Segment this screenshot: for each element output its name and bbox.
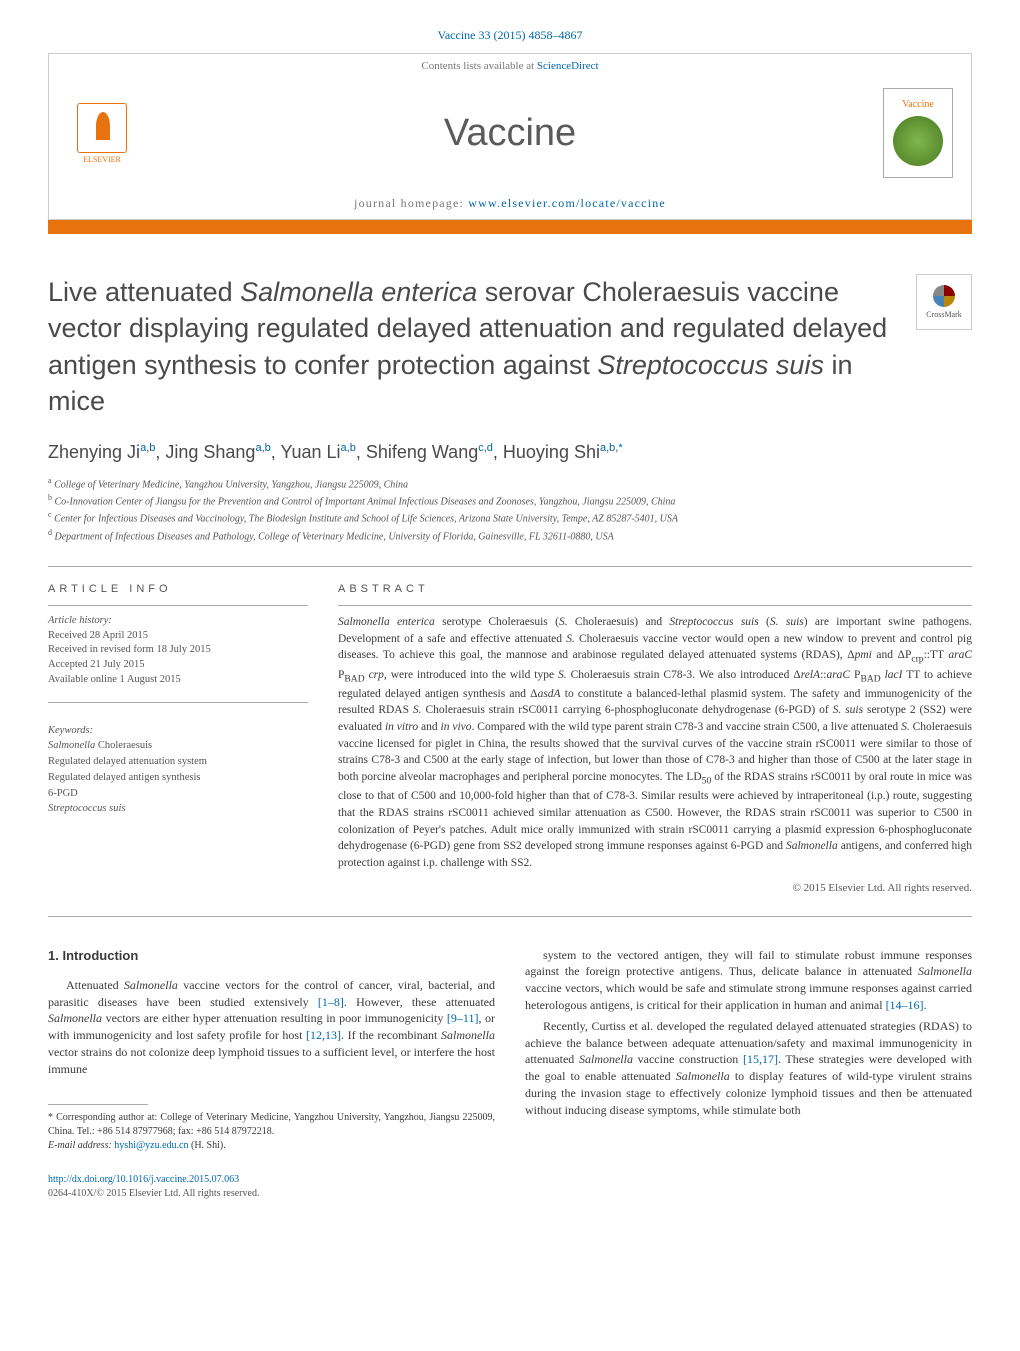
abstract-text: Salmonella enterica serotype Choleraesui… [338,614,972,872]
orange-divider [48,220,972,234]
keywords-divider [48,702,308,703]
body-right-col: system to the vectored antigen, they wil… [525,947,972,1153]
homepage-line: journal homepage: www.elsevier.com/locat… [49,188,971,219]
crossmark-badge[interactable]: CrossMark [916,274,972,330]
article-info-label: ARTICLE INFO [48,583,308,595]
affiliation-line: a College of Veterinary Medicine, Yangzh… [48,475,972,492]
keyword-line: 6-PGD [48,786,308,802]
page-footer: http://dx.doi.org/10.1016/j.vaccine.2015… [48,1173,972,1201]
contents-line: Contents lists available at ScienceDirec… [49,54,971,78]
article-history: Article history: Received 28 April 2015R… [48,614,308,687]
body-left-col: 1. Introduction Attenuated Salmonella va… [48,947,495,1153]
cover-label: Vaccine [902,99,934,110]
authors: Zhenying Jia,b, Jing Shanga,b, Yuan Lia,… [48,442,972,463]
keyword-line: Regulated delayed attenuation system [48,754,308,770]
header-bar: Contents lists available at ScienceDirec… [48,53,972,220]
intro-para-right-1: system to the vectored antigen, they wil… [525,947,972,1014]
citation-link[interactable]: Vaccine 33 (2015) 4858–4867 [438,28,583,42]
abstract-divider [338,605,972,606]
elsevier-logo: ELSEVIER [67,94,137,172]
journal-title: Vaccine [137,112,883,155]
affiliation-line: b Co-Innovation Center of Jiangsu for th… [48,492,972,509]
affiliations: a College of Veterinary Medicine, Yangzh… [48,475,972,544]
sciencedirect-link[interactable]: ScienceDirect [537,60,599,72]
keywords-block: Keywords: Salmonella CholeraesuisRegulat… [48,723,308,818]
corresp-divider [48,1104,148,1105]
body-divider [48,916,972,917]
keywords-label: Keywords: [48,723,308,739]
abstract-copyright: © 2015 Elsevier Ltd. All rights reserved… [338,882,972,894]
corresp-email-line: E-mail address: hyshi@yzu.edu.cn (H. Shi… [48,1139,495,1153]
body-columns: 1. Introduction Attenuated Salmonella va… [48,947,972,1153]
history-label: Article history: [48,614,308,629]
top-citation: Vaccine 33 (2015) 4858–4867 [0,0,1020,53]
keyword-line: Regulated delayed antigen synthesis [48,770,308,786]
history-line: Received 28 April 2015 [48,629,308,644]
intro-para-right-2: Recently, Curtiss et al. developed the r… [525,1018,972,1119]
corresp-text: * Corresponding author at: College of Ve… [48,1111,495,1139]
email-link[interactable]: hyshi@yzu.edu.cn [114,1140,188,1151]
affiliation-line: d Department of Infectious Diseases and … [48,527,972,544]
info-abstract-row: ARTICLE INFO Article history: Received 2… [48,583,972,894]
corresponding-author: * Corresponding author at: College of Ve… [48,1111,495,1153]
issn-line: 0264-410X/© 2015 Elsevier Ltd. All right… [48,1188,259,1199]
article-head: CrossMark Live attenuated Salmonella ent… [48,274,972,544]
history-line: Accepted 21 July 2015 [48,658,308,673]
paper-title: Live attenuated Salmonella enterica sero… [48,274,972,420]
intro-heading: 1. Introduction [48,947,495,965]
history-line: Received in revised form 18 July 2015 [48,643,308,658]
history-line: Available online 1 August 2015 [48,673,308,688]
abstract-label: ABSTRACT [338,583,972,595]
journal-cover: Vaccine [883,88,953,178]
keyword-line: Streptococcus suis [48,801,308,817]
affiliation-line: c Center for Infectious Diseases and Vac… [48,509,972,526]
abstract-col: ABSTRACT Salmonella enterica serotype Ch… [338,583,972,894]
elsevier-label: ELSEVIER [83,155,121,164]
journal-row: ELSEVIER Vaccine Vaccine [49,78,971,188]
crossmark-icon [933,285,955,307]
intro-para-left: Attenuated Salmonella vaccine vectors fo… [48,977,495,1078]
homepage-link[interactable]: www.elsevier.com/locate/vaccine [468,196,666,210]
homepage-prefix: journal homepage: [354,196,468,210]
contents-prefix: Contents lists available at [421,60,536,72]
head-divider [48,566,972,567]
email-label: E-mail address: [48,1140,114,1151]
elsevier-tree-icon [77,103,127,153]
keyword-line: Salmonella Choleraesuis [48,738,308,754]
doi-link[interactable]: http://dx.doi.org/10.1016/j.vaccine.2015… [48,1174,239,1185]
email-suffix: (H. Shi). [189,1140,226,1151]
cover-image-icon [893,116,943,166]
crossmark-label: CrossMark [926,310,962,319]
article-info-col: ARTICLE INFO Article history: Received 2… [48,583,308,894]
info-divider [48,605,308,606]
